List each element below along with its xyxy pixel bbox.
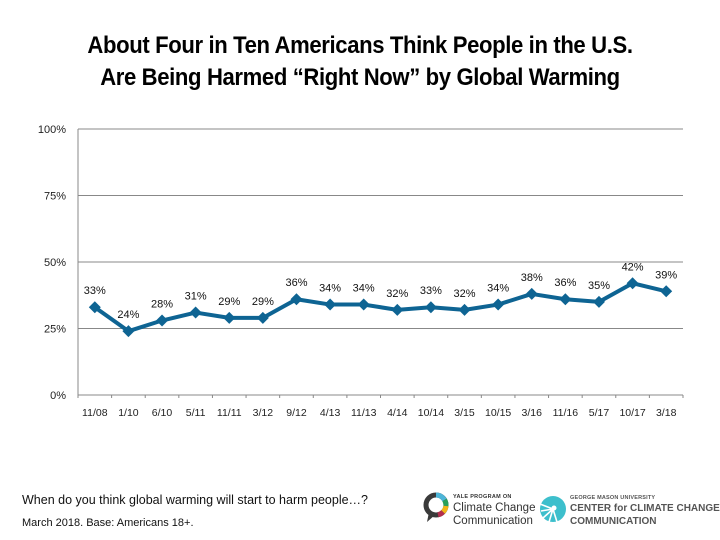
data-label: 24%	[117, 309, 139, 321]
data-label: 29%	[218, 296, 240, 308]
x-tick-label: 11/16	[553, 407, 579, 419]
x-tick-label: 5/17	[589, 407, 610, 419]
series-markers	[88, 277, 673, 338]
data-point-marker	[458, 303, 471, 316]
gmu-center-climate-change-logo: GEORGE MASON UNIVERSITY CENTER for CLIMA…	[538, 490, 720, 532]
x-tick-label: 11/11	[217, 407, 242, 419]
x-tick-label: 3/12	[253, 407, 274, 419]
shell-icon	[539, 496, 566, 523]
data-point-marker	[592, 295, 605, 308]
y-tick-label: 0%	[50, 390, 66, 402]
data-label: 42%	[622, 261, 644, 273]
data-point-marker	[626, 277, 639, 290]
yale-logo-line-2: Communication	[453, 515, 533, 527]
x-tick-label: 9/12	[286, 407, 307, 419]
yale-climate-communication-logo: YALE PROGRAM ON Climate Change Communica…	[423, 490, 553, 532]
series-line	[93, 281, 667, 334]
data-label: 32%	[386, 288, 408, 300]
yale-logo-small-text: YALE PROGRAM ON	[453, 494, 512, 500]
survey-base-note: March 2018. Base: Americans 18+.	[22, 517, 194, 529]
x-tick-label: 10/14	[418, 407, 444, 419]
x-tick-label: 3/16	[522, 407, 543, 419]
data-label: 34%	[319, 283, 341, 295]
data-label: 35%	[588, 280, 610, 292]
data-point-marker	[492, 298, 505, 311]
data-label: 39%	[655, 269, 677, 281]
data-point-marker	[290, 293, 303, 306]
data-point-marker	[559, 293, 572, 306]
data-label: 28%	[151, 299, 173, 311]
y-tick-label: 50%	[44, 257, 66, 269]
series-line-path	[93, 281, 667, 334]
y-tick-label: 25%	[44, 324, 66, 336]
x-tick-label: 3/18	[656, 407, 677, 419]
y-axis-tick-labels: 0% 25% 50% 75% 100%	[38, 124, 66, 402]
data-label: 29%	[252, 296, 274, 308]
data-point-marker	[424, 301, 437, 314]
data-point-marker	[189, 306, 202, 319]
data-label: 38%	[521, 272, 543, 284]
gmu-logo-line-1: CENTER for CLIMATE CHANGE	[570, 503, 720, 514]
y-tick-label: 100%	[38, 124, 66, 136]
gmu-logo-line-2: COMMUNICATION	[570, 516, 657, 527]
data-point-marker	[122, 325, 135, 338]
data-point-marker	[525, 287, 538, 300]
data-point-marker	[357, 298, 370, 311]
chart-title-line-2: Are Being Harmed “Right Now” by Global W…	[100, 64, 620, 91]
x-tick-label: 10/15	[485, 407, 511, 419]
chart-title-line-1: About Four in Ten Americans Think People…	[87, 32, 633, 59]
x-tick-label: 10/17	[619, 407, 645, 419]
yale-logo-line-1: Climate Change	[453, 502, 536, 514]
data-label: 32%	[454, 288, 476, 300]
gridlines	[78, 128, 683, 396]
data-label: 34%	[487, 283, 509, 295]
y-tick-label: 75%	[44, 191, 66, 203]
data-label: 36%	[285, 277, 307, 289]
data-point-marker	[156, 314, 169, 327]
data-point-marker	[256, 311, 269, 324]
x-tick-label: 3/15	[454, 407, 475, 419]
survey-question: When do you think global warming will st…	[22, 493, 369, 507]
x-tick-label: 11/08	[82, 407, 108, 419]
x-axis: 11/08 1/10 6/10 5/11 11/11 3/12 9/12 4/13 11/13 4…	[77, 129, 684, 419]
data-point-marker	[88, 301, 101, 314]
line-chart: 0% 25% 50% 75% 100% 11/08 1/10 6/10 5/11 11/11 3/…	[38, 124, 684, 419]
data-label: 34%	[353, 283, 375, 295]
gmu-logo-small-text: GEORGE MASON UNIVERSITY	[570, 495, 656, 501]
x-tick-label: 5/11	[186, 407, 206, 419]
x-tick-label: 1/10	[118, 407, 139, 419]
data-labels: 33% 24% 28% 31% 29% 29% 36% 34% 34% 32% 33% 32% 34% 3…	[84, 261, 678, 321]
data-label: 31%	[185, 291, 207, 303]
x-tick-label: 11/13	[351, 407, 377, 419]
data-label: 33%	[84, 285, 106, 297]
x-tick-label: 4/13	[320, 407, 341, 419]
data-point-marker	[391, 303, 404, 316]
data-point-marker	[324, 298, 337, 311]
data-point-marker	[660, 285, 673, 298]
chart-title: About Four in Ten Americans Think People…	[29, 30, 691, 94]
data-label: 36%	[554, 277, 576, 289]
x-tick-label: 4/14	[387, 407, 408, 419]
speech-bubble-icon	[423, 492, 449, 522]
data-point-marker	[223, 311, 236, 324]
x-tick-label: 6/10	[152, 407, 173, 419]
data-label: 33%	[420, 285, 442, 297]
